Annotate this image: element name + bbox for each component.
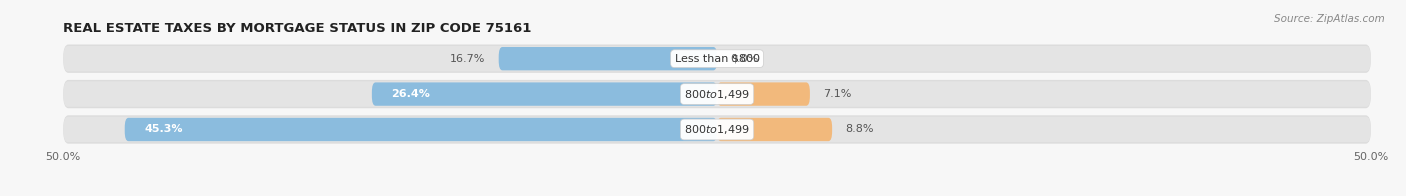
Text: 16.7%: 16.7%: [450, 54, 485, 64]
Text: 8.8%: 8.8%: [845, 124, 873, 134]
Text: $800 to $1,499: $800 to $1,499: [685, 88, 749, 101]
FancyBboxPatch shape: [63, 81, 1371, 107]
Text: 45.3%: 45.3%: [145, 124, 183, 134]
FancyBboxPatch shape: [63, 44, 1371, 73]
Text: 0.0%: 0.0%: [730, 54, 758, 64]
FancyBboxPatch shape: [371, 82, 717, 106]
FancyBboxPatch shape: [499, 47, 717, 70]
FancyBboxPatch shape: [63, 80, 1371, 108]
Text: 7.1%: 7.1%: [823, 89, 852, 99]
Text: REAL ESTATE TAXES BY MORTGAGE STATUS IN ZIP CODE 75161: REAL ESTATE TAXES BY MORTGAGE STATUS IN …: [63, 22, 531, 35]
FancyBboxPatch shape: [717, 118, 832, 141]
FancyBboxPatch shape: [63, 115, 1371, 144]
FancyBboxPatch shape: [717, 82, 810, 106]
FancyBboxPatch shape: [63, 46, 1371, 71]
Text: 26.4%: 26.4%: [391, 89, 430, 99]
FancyBboxPatch shape: [63, 117, 1371, 142]
Text: Source: ZipAtlas.com: Source: ZipAtlas.com: [1274, 14, 1385, 24]
FancyBboxPatch shape: [125, 118, 717, 141]
Text: $800 to $1,499: $800 to $1,499: [685, 123, 749, 136]
Text: Less than $800: Less than $800: [675, 54, 759, 64]
